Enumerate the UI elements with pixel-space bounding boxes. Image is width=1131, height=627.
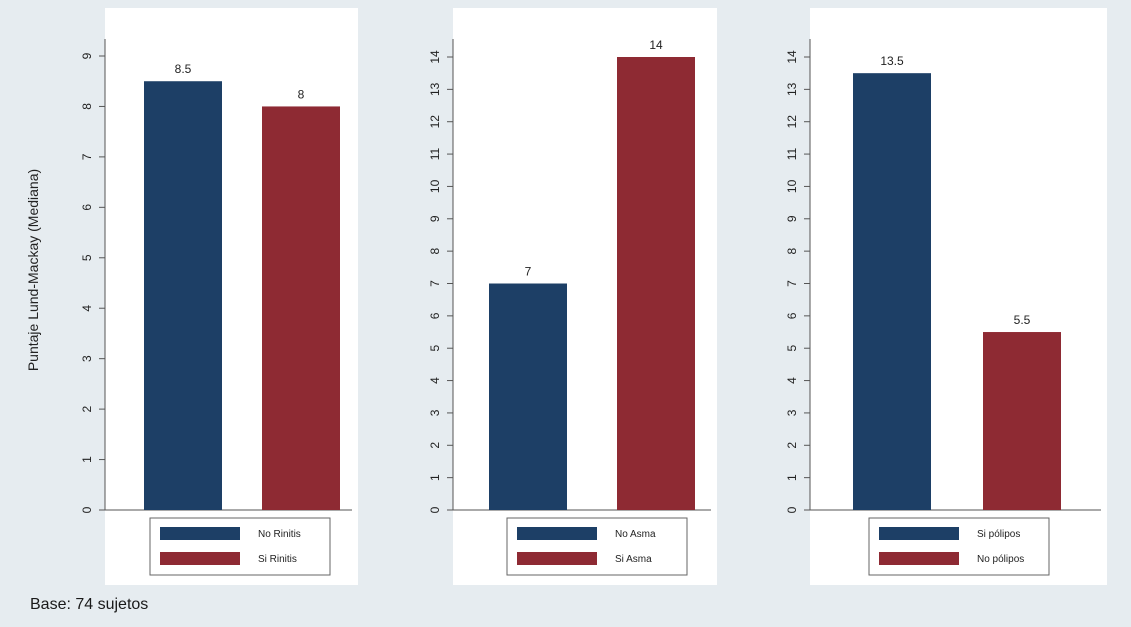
y-tick-label: 9: [80, 52, 94, 59]
y-tick-label: 4: [80, 305, 94, 312]
y-tick-label: 3: [80, 355, 94, 362]
y-tick-label: 6: [428, 312, 442, 319]
legend-label: No Asma: [615, 529, 656, 540]
y-tick-label: 7: [80, 153, 94, 160]
legend-swatch: [879, 552, 959, 565]
legend: Si pólipos No pólipos: [868, 517, 1050, 576]
legend-swatch: [517, 527, 597, 540]
legend-swatch: [160, 527, 240, 540]
y-tick-label: 13: [785, 82, 799, 96]
bar-value-label: 8: [298, 87, 305, 101]
bar-2: [983, 332, 1061, 510]
y-tick-label: 3: [785, 409, 799, 416]
bar-2: [262, 106, 340, 510]
y-tick-label: 6: [785, 312, 799, 319]
y-axis-title: Puntaje Lund-Mackay (Mediana): [25, 169, 41, 371]
y-tick-label: 3: [428, 409, 442, 416]
y-tick-label: 4: [785, 377, 799, 384]
y-tick-label: 2: [428, 442, 442, 449]
base-footnote: Base: 74 sujetos: [30, 596, 149, 613]
y-tick-label: 7: [785, 280, 799, 287]
legend-label: No pólipos: [977, 554, 1024, 565]
y-tick-label: 9: [785, 215, 799, 222]
legend-box: [149, 517, 331, 576]
y-tick-label: 0: [428, 506, 442, 513]
y-tick-label: 8: [785, 247, 799, 254]
bar-value-label: 8.5: [175, 62, 192, 76]
legend-swatch: [160, 552, 240, 565]
y-tick-label: 6: [80, 204, 94, 211]
y-tick-label: 11: [785, 148, 799, 161]
y-tick-label: 7: [428, 280, 442, 287]
bar-1: [489, 283, 567, 510]
y-tick-label: 1: [428, 474, 442, 481]
y-tick-label: 2: [80, 405, 94, 412]
y-tick-label: 0: [785, 506, 799, 513]
y-tick-label: 14: [428, 50, 442, 64]
bar-2: [617, 57, 695, 510]
y-tick-label: 1: [80, 456, 94, 463]
legend-label: No Rinitis: [258, 529, 301, 540]
legend: No Asma Si Asma: [506, 517, 688, 576]
y-tick-label: 1: [785, 474, 799, 481]
legend-box: [506, 517, 688, 576]
y-tick-label: 8: [428, 247, 442, 254]
bar-value-label: 13.5: [880, 54, 904, 68]
legend-label: Si pólipos: [977, 529, 1020, 540]
y-tick-label: 9: [428, 215, 442, 222]
legend-label: Si Asma: [615, 554, 652, 565]
y-tick-label: 8: [80, 103, 94, 110]
legend: No Rinitis Si Rinitis: [149, 517, 331, 576]
y-tick-label: 11: [428, 148, 442, 161]
y-tick-label: 14: [785, 50, 799, 64]
bar-1: [144, 81, 222, 510]
y-tick-label: 10: [785, 179, 799, 193]
y-tick-label: 0: [80, 506, 94, 513]
y-tick-label: 5: [785, 345, 799, 352]
bar-1: [853, 73, 931, 510]
legend-box: [868, 517, 1050, 576]
y-tick-label: 12: [785, 115, 799, 129]
bar-value-label: 5.5: [1014, 313, 1031, 327]
bar-value-label: 14: [649, 38, 663, 52]
y-tick-label: 5: [80, 254, 94, 261]
y-tick-label: 4: [428, 377, 442, 384]
y-tick-label: 5: [428, 345, 442, 352]
legend-label: Si Rinitis: [258, 554, 297, 565]
y-tick-label: 2: [785, 442, 799, 449]
chart-panel-1: 0 1 2 3 4 5 6 7 8 9 8.5 8 No Rinitis Si Rinitis: [80, 8, 358, 585]
legend-swatch: [517, 552, 597, 565]
y-tick-label: 12: [428, 115, 442, 129]
y-tick-label: 13: [428, 82, 442, 96]
legend-swatch: [879, 527, 959, 540]
y-tick-label: 10: [428, 179, 442, 193]
bar-value-label: 7: [525, 265, 532, 279]
